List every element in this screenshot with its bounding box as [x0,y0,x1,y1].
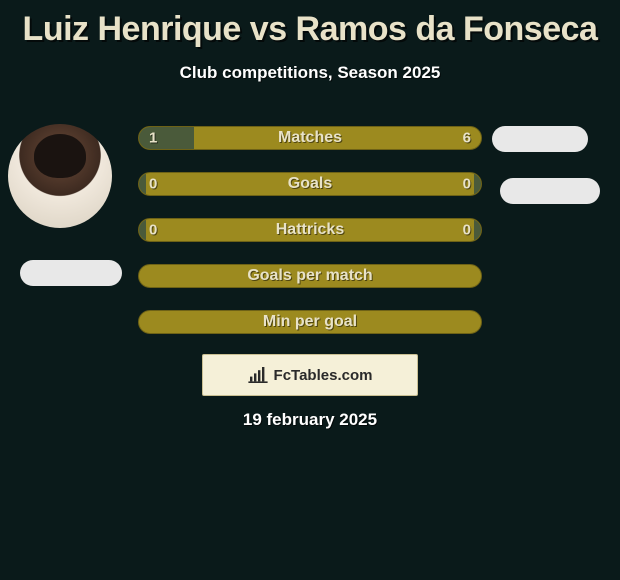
stat-bar: 0 0Hattricks [138,218,482,242]
bar-value-right: 6 [463,130,471,147]
bar-label: Hattricks [139,221,481,239]
subtitle: Club competitions, Season 2025 [0,63,620,83]
stat-bar: Min per goal [138,310,482,334]
bar-fill-left [139,219,146,241]
bar-value-right: 0 [463,176,471,193]
watermark: FcTables.com [202,354,418,396]
bar-value-right: 0 [463,222,471,239]
chart-icon [248,367,268,383]
date-label: 19 february 2025 [0,410,620,430]
stat-bar: Goals per match [138,264,482,288]
bar-fill-right [474,173,481,195]
stat-bar: 16Matches [138,126,482,150]
watermark-text: FcTables.com [274,367,373,384]
bar-label: Goals per match [139,267,481,285]
bar-fill-right [474,219,481,241]
bar-value-left: 1 [149,130,157,147]
bar-fill-left [139,127,194,149]
bar-fill-left [139,173,146,195]
placeholder-pill [492,126,588,152]
comparison-bars: 16Matches00Goals00HattricksGoals per mat… [138,126,482,356]
bar-value-left: 0 [149,222,157,239]
stat-bar: 0 0Goals [138,172,482,196]
bar-label: Min per goal [139,313,481,331]
player-left-avatar [8,124,112,228]
bar-value-left: 0 [149,176,157,193]
placeholder-pill [500,178,600,204]
placeholder-pill [20,260,122,286]
page-title: Luiz Henrique vs Ramos da Fonseca [0,0,620,49]
bar-label: Goals [139,175,481,193]
